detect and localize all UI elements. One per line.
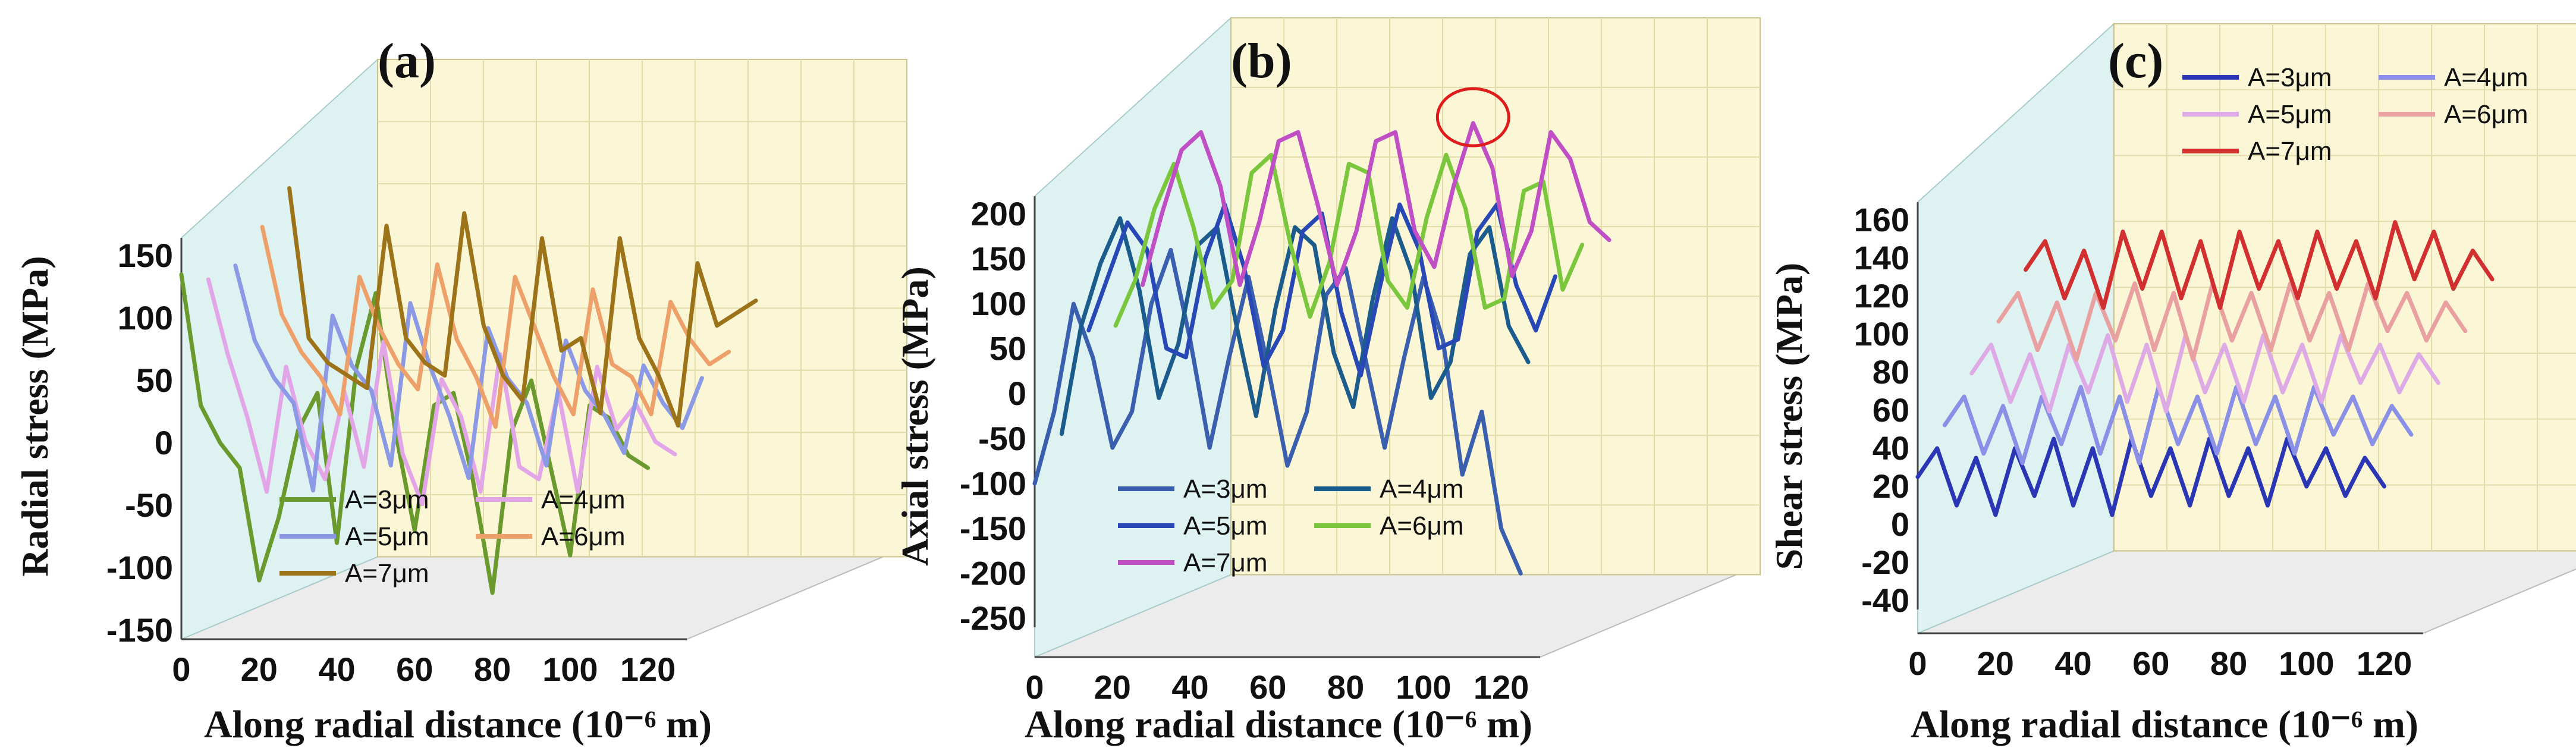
highlight-circle	[1435, 87, 1510, 147]
y-tick-label: -150	[106, 611, 173, 649]
legend-label: A=5μm	[2248, 100, 2332, 129]
legend-label: A=4μm	[1380, 475, 1464, 504]
x-tick-label: 80	[1327, 668, 1364, 706]
series-line-4	[1996, 281, 2468, 362]
y-tick-label: -100	[960, 464, 1026, 502]
series-line-1	[179, 272, 651, 595]
x-tick-label: 20	[1977, 645, 2014, 682]
legend-label: A=3μm	[1183, 475, 1268, 504]
legend: A=3μm A=4μm A=5μm A=6μm A=7μm	[279, 485, 626, 588]
legend-label: A=5μm	[1183, 511, 1268, 541]
x-tick-label: 0	[1025, 668, 1044, 706]
y-tick-label: -40	[1861, 582, 1909, 619]
y-tick-label: 60	[1873, 391, 1909, 429]
x-tick-label: 80	[2210, 645, 2247, 682]
x-tick-label: 120	[620, 651, 676, 688]
y-tick-label: 100	[118, 299, 173, 337]
y-tick-label: -20	[1861, 543, 1909, 581]
x-tick-label: 60	[1249, 668, 1286, 706]
legend-label: A=7μm	[1183, 548, 1268, 577]
x-tick-label: 20	[241, 651, 278, 688]
y-tick-label: 150	[118, 237, 173, 274]
y-tick-label: 120	[1854, 277, 1909, 315]
y-tick-label: 100	[1854, 315, 1909, 353]
y-axis-label: Axial stress (MPa)	[894, 266, 936, 566]
panel-b: 0 20 40 60 80 100 120 -250 -200 -150 -100 -50 0 50 100…	[894, 16, 1761, 746]
y-tick-label: 150	[971, 240, 1026, 278]
series-line-3	[233, 263, 704, 493]
x-tick-label: 100	[542, 651, 598, 688]
x-tick-label: 80	[474, 651, 511, 688]
y-tick-label: 20	[1873, 467, 1909, 505]
series-line-1	[1915, 436, 2387, 517]
y-tick-label: 200	[971, 195, 1026, 232]
y-tick-label: 50	[989, 330, 1026, 367]
series-line-3	[1969, 333, 2440, 414]
x-tick-label: 120	[2357, 645, 2412, 682]
y-axis-label: Radial stress (MPa)	[14, 256, 56, 576]
x-axis-label: Along radial distance (10⁻⁶ m)	[204, 703, 712, 746]
y-tick-label: 0	[1891, 505, 1909, 543]
x-tick-label: 60	[396, 651, 433, 688]
y-tick-label: -50	[125, 486, 173, 524]
y-axis-label: Shear stress (MPa)	[1768, 263, 1810, 570]
x-tick-label: 0	[172, 651, 190, 688]
y-tick-label: 80	[1873, 353, 1909, 391]
y-tick-label: 0	[155, 424, 173, 461]
x-tick-label: 20	[1094, 668, 1131, 706]
grid-lines	[2114, 24, 2576, 551]
legend-label: A=5μm	[345, 522, 429, 551]
x-tick-label: 60	[2132, 645, 2169, 682]
series-line-5	[287, 186, 758, 428]
y-tick-label: -200	[960, 554, 1026, 592]
y-tick-label: 140	[1854, 239, 1909, 276]
panel-c: 0 20 40 60 80 100 120-40-200204060801001201401…	[1768, 22, 2576, 746]
panel-a: 0 20 40 60 80 100 120 -150 -100 -50 0 50 100 150 A=3μm…	[14, 33, 907, 746]
legend-label: A=7μm	[2248, 137, 2332, 166]
y-tick-label: 40	[1873, 429, 1909, 467]
y-tick-label: -250	[960, 599, 1026, 637]
series-line-2	[206, 277, 677, 507]
legend: A=3μm A=4μm A=5μm A=6μm A=7μm	[2182, 63, 2528, 166]
series-line-4	[1113, 153, 1585, 328]
legend-label: A=7μm	[345, 559, 429, 588]
x-axis-label: Along radial distance (10⁻⁶ m)	[1911, 703, 2418, 746]
legend-label: A=4μm	[541, 485, 626, 514]
x-tick-label: 120	[1474, 668, 1529, 706]
y-tick-label: 160	[1854, 201, 1909, 238]
x-tick-label: 100	[2279, 645, 2334, 682]
x-tick-label: 40	[2054, 645, 2091, 682]
legend-label: A=3μm	[345, 485, 429, 514]
x-axis-label: Along radial distance (10⁻⁶ m)	[1025, 703, 1532, 746]
x-tick-label: 40	[1171, 668, 1208, 706]
legend-label: A=6μm	[1380, 511, 1464, 541]
series-line-2	[1942, 385, 2414, 466]
series-line-5	[2024, 220, 2495, 310]
y-tick-label: -50	[978, 420, 1026, 457]
legend-label: A=4μm	[2444, 63, 2528, 92]
y-tick-label: 0	[1008, 375, 1026, 412]
x-tick-label: 0	[1908, 645, 1927, 682]
panel-label: (b)	[1231, 33, 1292, 89]
series-line-1	[1032, 247, 1523, 576]
panel-label: (a)	[378, 33, 436, 89]
legend-label: A=6μm	[2444, 100, 2528, 129]
legend-label: A=6μm	[541, 522, 626, 551]
y-tick-label: 50	[136, 362, 173, 399]
legend: A=3μm A=4μm A=5μm A=6μm A=7μm	[1118, 475, 1464, 577]
legend-label: A=3μm	[2248, 63, 2332, 92]
x-tick-label: 40	[318, 651, 355, 688]
x-tick-label: 100	[1396, 668, 1451, 706]
series-line-4	[260, 225, 731, 429]
series-line-2	[1059, 216, 1531, 436]
y-tick-label: -150	[960, 510, 1026, 547]
y-tick-label: 100	[971, 285, 1026, 322]
y-tick-label: -100	[106, 549, 173, 586]
panel-label: (c)	[2108, 33, 2163, 89]
series-line-5	[1141, 121, 1611, 287]
